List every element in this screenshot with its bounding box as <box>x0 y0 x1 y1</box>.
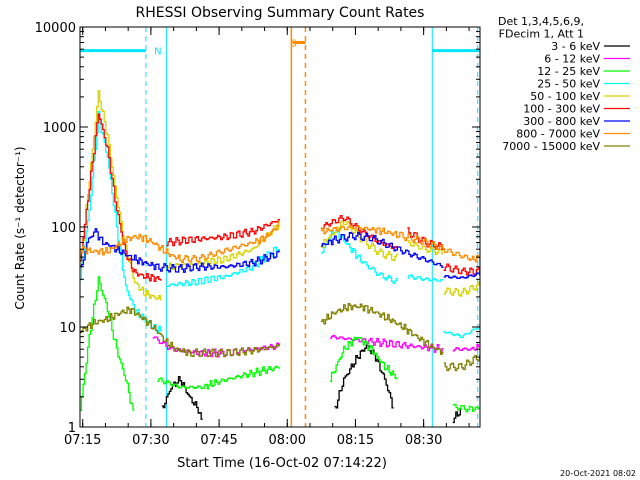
series-800to7000keVkev-line <box>80 220 480 264</box>
y-tick-label: 1 <box>68 421 76 436</box>
series-100to300keVkev-line <box>80 113 480 283</box>
legend-label: 100 - 300 keV <box>523 103 600 116</box>
flag-label: N <box>154 47 161 58</box>
legend-label: 25 - 50 keV <box>537 78 600 91</box>
x-tick-label: 07:45 <box>200 433 237 448</box>
series-300to800keVkev-line <box>80 228 480 279</box>
legend-label: 300 - 800 keV <box>523 115 600 128</box>
legend-header: FDecim 1, Att 1 <box>499 28 584 41</box>
legend-label: 50 - 100 keV <box>530 90 600 103</box>
series-25to50keVkev-line <box>80 110 480 339</box>
legend: Det 1,3,4,5,6,9,FDecim 1, Att 13 - 6 keV… <box>498 15 630 153</box>
y-axis-label: Count Rate (s⁻¹ detector⁻¹) <box>13 146 27 309</box>
legend-label: 12 - 25 keV <box>537 65 600 78</box>
legend-label: 3 - 6 keV <box>551 40 600 53</box>
series-3to6keVkev-line <box>161 344 462 424</box>
y-tick-label: 1000 <box>43 121 76 136</box>
legend-label: 7000 - 15000 keV <box>502 140 600 153</box>
x-tick-label: 08:30 <box>405 433 442 448</box>
flag-label: S <box>290 38 296 49</box>
series-group <box>80 90 480 424</box>
legend-label: 800 - 7000 keV <box>516 128 600 141</box>
legend-header: Det 1,3,4,5,6,9, <box>498 15 584 28</box>
x-axis-label: Start Time (16-Oct-02 07:14:22) <box>177 456 387 471</box>
series-50to100keVkev-line <box>80 90 480 301</box>
x-tick-label: 08:00 <box>269 433 306 448</box>
y-tick-label: 10000 <box>35 21 76 36</box>
series-7000to15000keVkev-line <box>80 302 480 372</box>
y-tick-label: 100 <box>51 221 76 236</box>
x-tick-label: 07:15 <box>64 433 101 448</box>
legend-label: 6 - 12 keV <box>544 53 600 66</box>
y-tick-label: 10 <box>59 321 76 336</box>
axes: 1 10 100 1000 10000 07:15 07:30 07:45 08:00 08:15… <box>35 21 480 448</box>
x-tick-label: 08:15 <box>337 433 374 448</box>
x-tick-label: 07:30 <box>132 433 169 448</box>
chart-title: RHESSI Observing Summary Count Rates <box>136 5 425 21</box>
footer-timestamp: 20-Oct-2021 08:02 <box>560 469 636 478</box>
series-12to25keVkev-line <box>80 276 480 413</box>
